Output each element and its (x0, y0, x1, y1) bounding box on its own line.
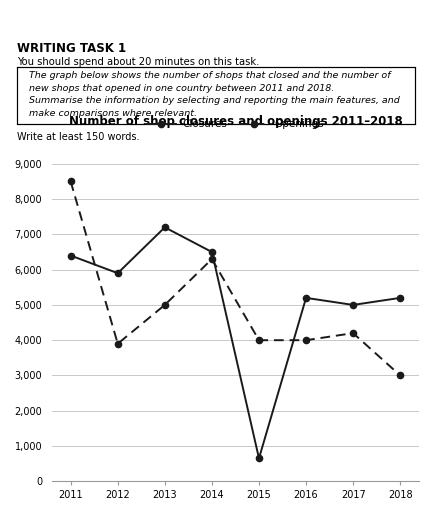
Legend: Closures, Openings: Closures, Openings (143, 115, 328, 134)
Text: WRITING TASK 1: WRITING TASK 1 (17, 42, 127, 55)
Text: The graph below shows the number of shops that closed and the number of
new shop: The graph below shows the number of shop… (29, 71, 391, 93)
Text: Write at least 150 words.: Write at least 150 words. (17, 132, 140, 142)
Title: Number of shop closures and openings 2011–2018: Number of shop closures and openings 201… (69, 115, 402, 128)
Text: You should spend about 20 minutes on this task.: You should spend about 20 minutes on thi… (17, 57, 260, 68)
Text: Summarise the information by selecting and reporting the main features, and
make: Summarise the information by selecting a… (29, 96, 400, 118)
Text: WRITING: WRITING (187, 7, 245, 20)
